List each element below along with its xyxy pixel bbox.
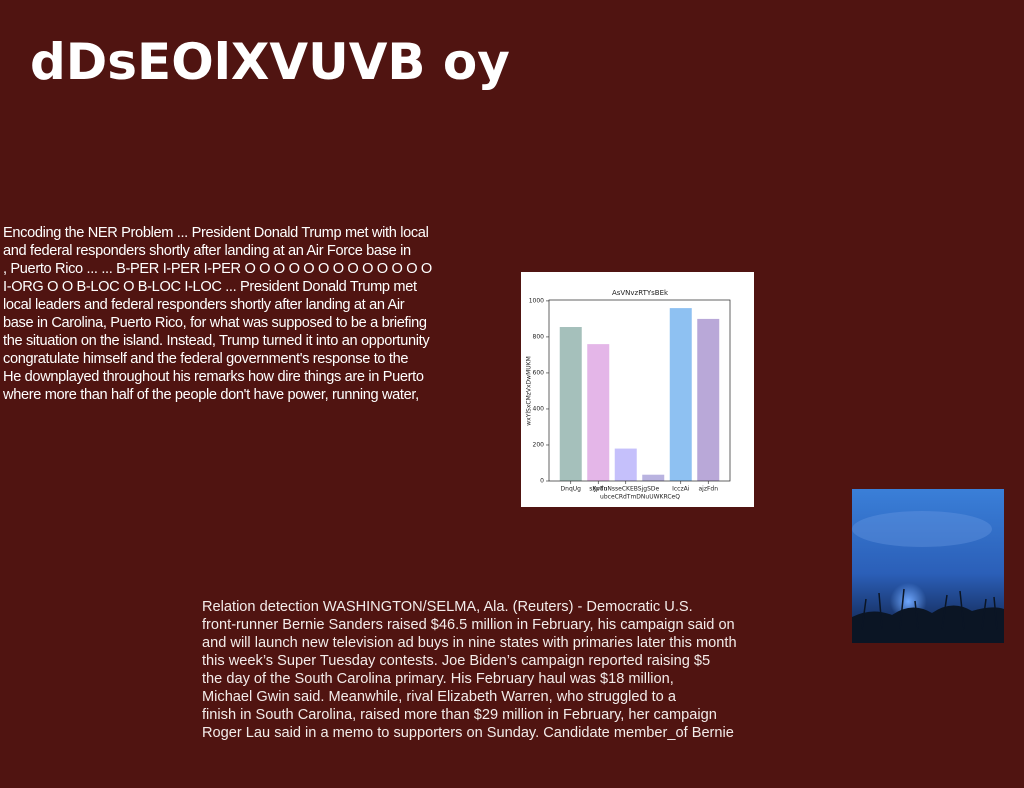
chart-title: AsVNvzRTYsBEk bbox=[612, 289, 669, 297]
text-line: I-ORG O O B-LOC O B-LOC I-LOC ... Presid… bbox=[3, 279, 417, 295]
text-line: local leaders and federal responders sho… bbox=[3, 297, 405, 313]
text-line: where more than half of the people don't… bbox=[3, 387, 419, 403]
y-tick-label: 0 bbox=[540, 478, 544, 485]
title: dDsEOlXVUVB oy bbox=[30, 33, 510, 91]
paragraph: Relation detection WASHINGTON/SELMA, Ala… bbox=[202, 598, 737, 742]
text-line: base in Carolina, Puerto Rico, for what … bbox=[3, 315, 427, 331]
text-line: He downplayed throughout his remarks how… bbox=[3, 369, 424, 385]
y-tick-label: 600 bbox=[533, 369, 545, 376]
y-tick-label: 200 bbox=[533, 441, 545, 448]
x-tick-label: XvTnNsseCKEBSjgSDe bbox=[592, 486, 659, 493]
bar bbox=[587, 344, 610, 481]
text-line: and will launch new television ad buys i… bbox=[202, 635, 737, 651]
plot-frame bbox=[548, 299, 731, 482]
y-tick-label: 800 bbox=[533, 333, 545, 340]
text-line: the situation on the island. Instead, Tr… bbox=[3, 333, 430, 349]
photo bbox=[852, 489, 1004, 643]
bar bbox=[697, 318, 720, 481]
chart: AsVNvzRTYsBEk ubceCRdTmDNuUWKRCeQ wxYlSx… bbox=[521, 272, 754, 507]
x-axis-label: ubceCRdTmDNuUWKRCeQ bbox=[600, 494, 680, 501]
text-line: Relation detection WASHINGTON/SELMA, Ala… bbox=[202, 599, 693, 615]
x-tick-label: sIJpdu bbox=[589, 486, 607, 493]
text-line: the day of the South Carolina primary. H… bbox=[202, 671, 674, 687]
text-line: front-runner Bernie Sanders raised $46.5… bbox=[202, 617, 735, 633]
text-line: finish in South Carolina, raised more th… bbox=[202, 707, 717, 723]
bar bbox=[559, 327, 582, 481]
text-line: this week’s Super Tuesday contests. Joe … bbox=[202, 653, 711, 669]
text-line: congratulate himself and the federal gov… bbox=[3, 351, 409, 367]
bar bbox=[614, 448, 637, 481]
x-tick-label: ajzFdn bbox=[698, 486, 718, 493]
y-axis-label: wxYlSxCMzVxDwMUKM bbox=[526, 356, 533, 426]
y-tick-label: 400 bbox=[533, 405, 545, 412]
paragraph: Encoding the NER Problem ... President D… bbox=[3, 224, 432, 404]
x-tick-label: DnqUg bbox=[561, 486, 582, 493]
text-line: Roger Lau said in a memo to supporters o… bbox=[202, 725, 734, 741]
bar bbox=[642, 474, 665, 481]
text-line: Michael Gwin said. Meanwhile, rival Eliz… bbox=[202, 689, 676, 705]
y-tick-label: 1000 bbox=[529, 297, 544, 304]
text-line: , Puerto Rico ... ... B-PER I-PER I-PER … bbox=[3, 261, 432, 277]
bar bbox=[669, 308, 692, 481]
text-line: and federal responders shortly after lan… bbox=[3, 243, 411, 259]
text-line: Encoding the NER Problem ... President D… bbox=[3, 225, 429, 241]
x-tick-label: IcczAi bbox=[672, 486, 690, 493]
